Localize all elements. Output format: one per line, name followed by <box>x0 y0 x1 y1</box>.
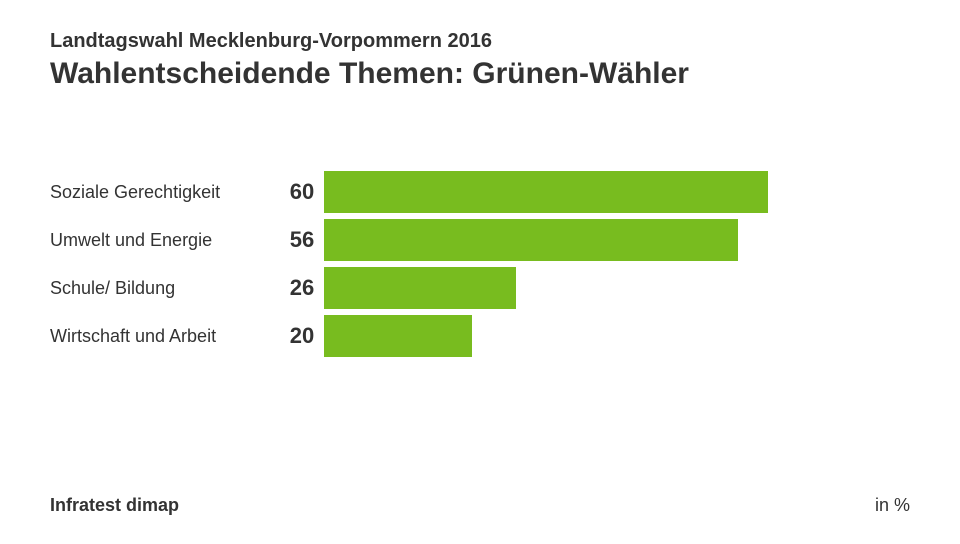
bar-fill <box>324 267 516 309</box>
bar-label: Wirtschaft und Arbeit <box>50 326 280 347</box>
bar-label: Schule/ Bildung <box>50 278 280 299</box>
chart-footer: Infratest dimap in % <box>50 495 910 516</box>
chart-subtitle: Landtagswahl Mecklenburg-Vorpommern 2016 <box>50 30 910 53</box>
bar-label: Soziale Gerechtigkeit <box>50 182 280 203</box>
bar-value: 20 <box>280 323 324 349</box>
bar-value: 56 <box>280 227 324 253</box>
bar-row: Umwelt und Energie 56 <box>50 219 910 261</box>
bar-row: Schule/ Bildung 26 <box>50 267 910 309</box>
chart-container: Landtagswahl Mecklenburg-Vorpommern 2016… <box>0 0 960 544</box>
bar-row: Soziale Gerechtigkeit 60 <box>50 171 910 213</box>
bar-track <box>324 219 910 261</box>
bar-track <box>324 315 910 357</box>
bar-label: Umwelt und Energie <box>50 230 280 251</box>
bar-value: 26 <box>280 275 324 301</box>
bar-track <box>324 171 910 213</box>
bar-fill <box>324 315 472 357</box>
bar-fill <box>324 219 738 261</box>
bar-value: 60 <box>280 179 324 205</box>
chart-title: Wahlentscheidende Themen: Grünen-Wähler <box>50 57 910 91</box>
bar-row: Wirtschaft und Arbeit 20 <box>50 315 910 357</box>
bar-track <box>324 267 910 309</box>
bar-fill <box>324 171 768 213</box>
bar-chart: Soziale Gerechtigkeit 60 Umwelt und Ener… <box>50 171 910 357</box>
source-label: Infratest dimap <box>50 495 179 516</box>
unit-label: in % <box>875 495 910 516</box>
